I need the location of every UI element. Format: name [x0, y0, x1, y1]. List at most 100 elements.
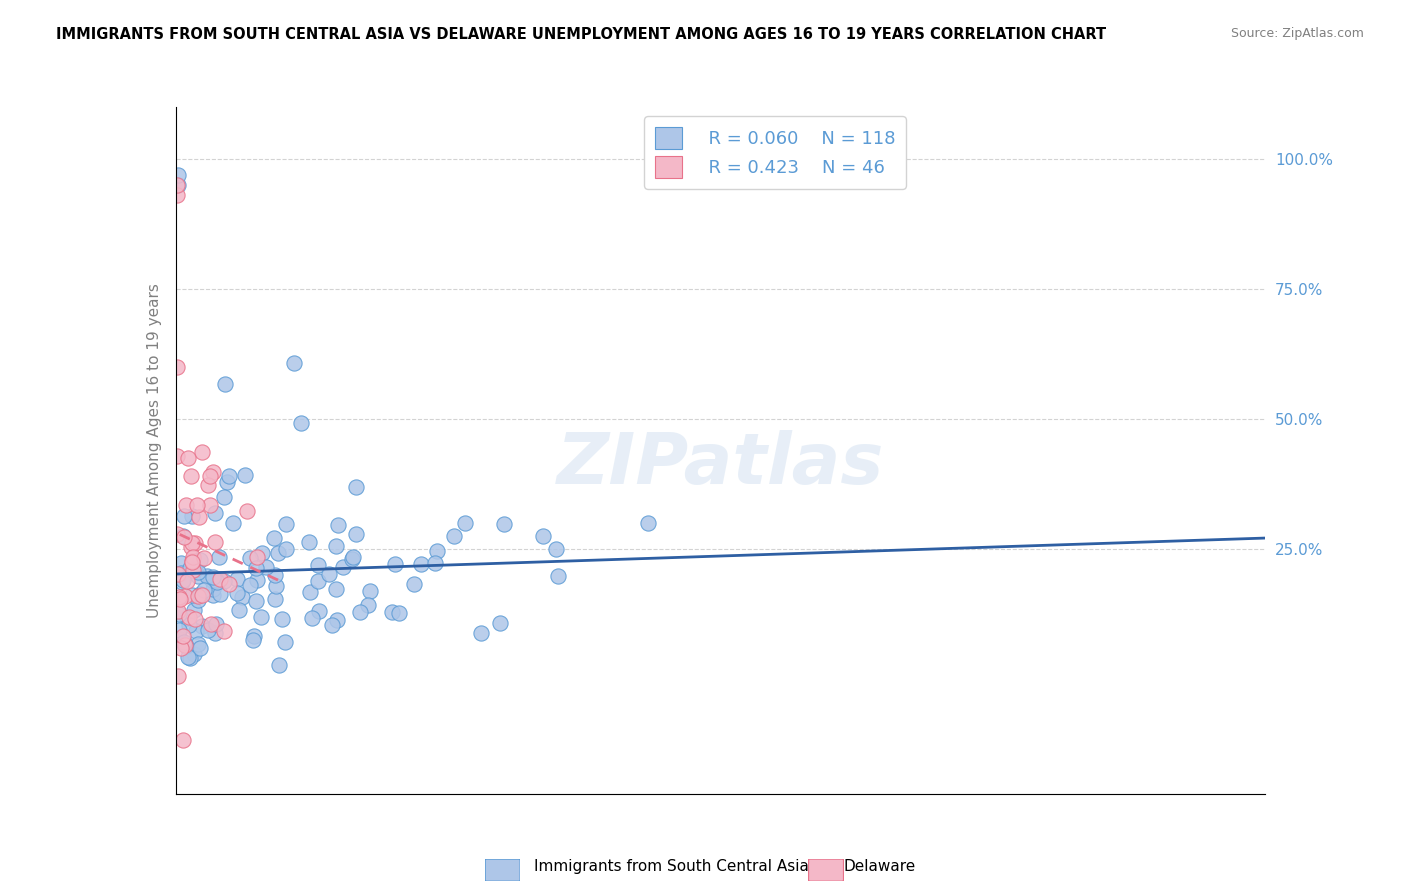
Point: [179, 651, 201, 665]
Point: [167, 590, 190, 604]
Point: [242, 632, 264, 647]
Point: [411, 557, 433, 571]
Point: [443, 529, 465, 543]
Point: [167, 607, 190, 621]
Point: [328, 518, 350, 533]
Point: [425, 557, 447, 571]
Point: [169, 632, 191, 647]
Point: [176, 611, 198, 625]
Point: [177, 451, 200, 466]
Point: [357, 599, 380, 613]
Point: [231, 590, 253, 604]
Point: [180, 555, 202, 569]
Point: [307, 558, 329, 572]
Point: [166, 566, 188, 581]
Point: [212, 624, 235, 639]
Point: [250, 546, 273, 560]
Point: [202, 466, 225, 480]
Point: [179, 618, 201, 632]
Point: [218, 468, 240, 483]
Point: [470, 626, 492, 640]
Point: [492, 516, 515, 531]
Point: [290, 416, 312, 430]
Point: [342, 551, 364, 566]
Point: [188, 553, 211, 567]
Point: [274, 635, 297, 649]
Point: [264, 568, 287, 582]
Point: [195, 569, 218, 583]
Point: [200, 617, 222, 632]
Point: [267, 658, 290, 673]
Point: [384, 557, 406, 571]
Point: [488, 615, 510, 630]
Point: [359, 584, 381, 599]
Point: [325, 539, 347, 553]
Point: [301, 611, 323, 625]
Point: [200, 498, 222, 512]
Point: [166, 527, 188, 541]
Point: [250, 610, 273, 624]
Point: [342, 549, 364, 564]
Point: [173, 635, 195, 649]
Point: [307, 574, 329, 589]
Point: [388, 606, 411, 620]
Point: [180, 469, 202, 483]
Point: [326, 614, 349, 628]
Point: [402, 576, 425, 591]
Point: [169, 592, 191, 607]
Point: [228, 603, 250, 617]
Point: [245, 594, 267, 608]
Point: [180, 554, 202, 568]
Point: [546, 542, 568, 557]
Point: [187, 509, 209, 524]
Point: [344, 527, 367, 541]
Point: [188, 640, 211, 655]
Point: [166, 360, 188, 375]
Point: [204, 535, 226, 549]
Point: [187, 589, 209, 603]
Point: [454, 516, 477, 530]
Point: [188, 587, 211, 601]
Point: [172, 529, 194, 543]
Point: [193, 551, 215, 566]
Point: [246, 549, 269, 564]
Point: [215, 475, 238, 490]
Point: [170, 566, 193, 580]
Text: Immigrants from South Central Asia: Immigrants from South Central Asia: [534, 859, 810, 874]
Point: [239, 551, 262, 566]
Point: [183, 536, 205, 550]
Point: [172, 630, 194, 644]
Point: [190, 619, 212, 633]
Point: [184, 612, 207, 626]
Point: [167, 168, 190, 182]
Point: [179, 610, 201, 624]
Point: [218, 577, 240, 591]
Point: [177, 650, 200, 665]
Point: [186, 498, 208, 512]
Point: [321, 618, 343, 632]
Point: [243, 629, 266, 643]
Point: [191, 445, 214, 459]
Point: [207, 572, 229, 586]
Point: [179, 561, 201, 575]
Point: [174, 639, 197, 653]
Point: [172, 733, 194, 747]
Point: [332, 559, 354, 574]
Point: [187, 565, 209, 579]
Point: [263, 532, 285, 546]
Point: [264, 578, 287, 592]
Point: [276, 517, 298, 532]
Point: [181, 563, 204, 577]
Point: [637, 516, 659, 530]
Point: [166, 449, 188, 463]
Point: [212, 490, 235, 504]
Point: [181, 549, 204, 564]
Point: [174, 638, 197, 652]
Point: [318, 567, 340, 582]
Point: [172, 575, 194, 590]
Point: [426, 543, 449, 558]
Point: [173, 530, 195, 544]
Point: [176, 574, 198, 588]
Point: [190, 588, 212, 602]
Point: [325, 582, 347, 597]
